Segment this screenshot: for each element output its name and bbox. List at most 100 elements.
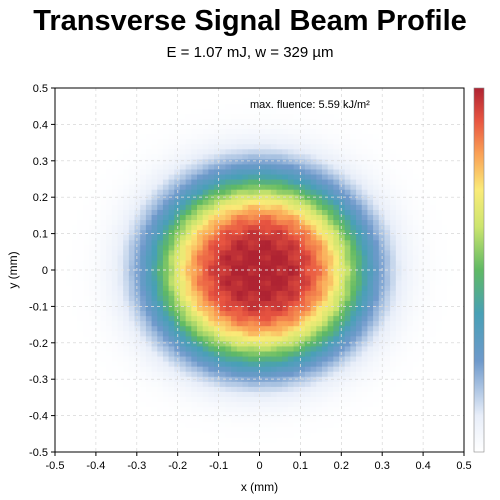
heatmap-cell: [429, 209, 437, 215]
heatmap-cell: [117, 280, 124, 286]
heatmap-cell: [236, 335, 244, 342]
heatmap-cell: [117, 391, 124, 397]
heatmap-cell: [321, 320, 329, 327]
heatmap-cell: [424, 179, 431, 185]
heatmap-cell: [339, 239, 346, 246]
heatmap-cell: [168, 290, 175, 296]
heatmap-cell: [259, 361, 266, 367]
heatmap-cell: [299, 335, 306, 342]
heatmap-cell: [248, 128, 255, 135]
heatmap-cell: [83, 189, 90, 195]
heatmap-cell: [162, 153, 170, 160]
heatmap-cell: [66, 204, 73, 210]
heatmap-cell: [424, 285, 431, 291]
heatmap-cell: [293, 209, 300, 215]
heatmap-cell: [123, 406, 130, 413]
heatmap-cell: [157, 123, 164, 130]
heatmap-cell: [106, 330, 113, 337]
heatmap-cell: [242, 396, 249, 403]
heatmap-cell: [407, 320, 414, 327]
heatmap-cell: [100, 295, 107, 301]
heatmap-cell: [287, 239, 295, 246]
heatmap-cell: [373, 194, 380, 200]
heatmap-cell: [66, 103, 73, 109]
heatmap-cell: [287, 426, 295, 433]
heatmap-cell: [83, 88, 90, 94]
heatmap-cell: [202, 249, 209, 256]
heatmap-cell: [145, 214, 153, 221]
heatmap-cell: [333, 189, 340, 195]
heatmap-cell: [373, 386, 380, 392]
heatmap-cell: [208, 441, 215, 448]
heatmap-cell: [418, 108, 425, 114]
heatmap-cell: [253, 285, 261, 291]
heatmap-cell: [390, 199, 397, 205]
heatmap-cell: [55, 315, 62, 322]
heatmap-cell: [214, 158, 221, 165]
heatmap-cell: [429, 249, 437, 256]
heatmap-cell: [356, 416, 363, 423]
heatmap-cell: [83, 431, 90, 438]
heatmap-cell: [367, 224, 374, 231]
heatmap-cell: [225, 234, 232, 241]
heatmap-cell: [339, 310, 346, 317]
heatmap-cell: [111, 305, 119, 312]
heatmap-cell: [270, 310, 278, 317]
heatmap-cell: [265, 330, 272, 337]
heatmap-cell: [441, 108, 448, 114]
heatmap-cell: [321, 88, 329, 94]
heatmap-cell: [282, 441, 289, 448]
heatmap-cell: [418, 290, 425, 296]
heatmap-cell: [100, 168, 107, 175]
heatmap-cell: [316, 179, 323, 185]
heatmap-cell: [157, 436, 164, 443]
heatmap-cell: [390, 411, 397, 418]
heatmap-cell: [356, 330, 363, 337]
heatmap-cell: [83, 163, 90, 170]
heatmap-cell: [157, 128, 164, 135]
heatmap-cell: [401, 128, 408, 135]
heatmap-cell: [418, 88, 425, 94]
heatmap-cell: [412, 209, 420, 215]
heatmap-cell: [236, 249, 244, 256]
heatmap-cell: [55, 113, 62, 119]
heatmap-cell: [60, 416, 67, 423]
heatmap-cell: [100, 204, 107, 210]
heatmap-cell: [367, 411, 374, 418]
heatmap-cell: [265, 179, 272, 185]
heatmap-cell: [55, 391, 62, 397]
heatmap-cell: [350, 396, 357, 403]
heatmap-cell: [89, 275, 96, 281]
heatmap-cell: [321, 98, 329, 104]
heatmap-cell: [89, 199, 96, 205]
heatmap-cell: [412, 416, 420, 423]
heatmap-cell: [111, 376, 119, 382]
heatmap-cell: [128, 214, 136, 221]
heatmap-cell: [179, 345, 187, 352]
heatmap-cell: [208, 163, 215, 170]
heatmap-cell: [321, 391, 329, 397]
heatmap-cell: [339, 133, 346, 140]
heatmap-cell: [310, 138, 317, 145]
heatmap-cell: [242, 340, 249, 347]
heatmap-cell: [418, 204, 425, 210]
heatmap-cell: [214, 108, 221, 114]
heatmap-cell: [128, 173, 136, 180]
heatmap-cell: [162, 270, 170, 276]
heatmap-cell: [191, 113, 198, 119]
heatmap-cell: [287, 305, 295, 312]
heatmap-cell: [321, 249, 329, 256]
heatmap-cell: [424, 143, 431, 150]
heatmap-cell: [395, 173, 403, 180]
heatmap-cell: [162, 325, 170, 332]
heatmap-cell: [134, 143, 141, 150]
heatmap-cell: [151, 214, 158, 221]
heatmap-cell: [231, 108, 238, 114]
heatmap-cell: [151, 184, 158, 190]
heatmap-cell: [418, 239, 425, 246]
heatmap-cell: [373, 108, 380, 114]
heatmap-cell: [145, 204, 153, 210]
heatmap-cell: [236, 168, 244, 175]
heatmap-cell: [327, 426, 334, 433]
heatmap-cell: [208, 416, 215, 423]
